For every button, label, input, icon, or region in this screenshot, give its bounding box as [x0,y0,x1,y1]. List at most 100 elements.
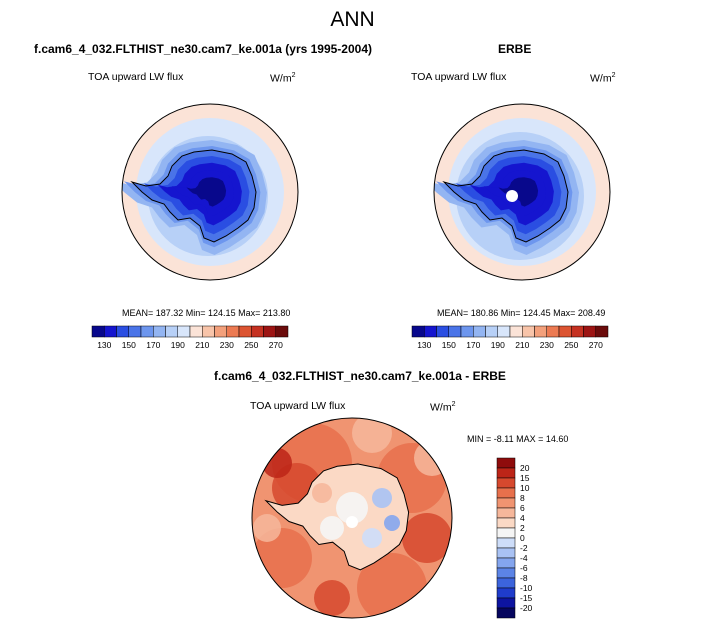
bottom-cb-tick-label-3: 8 [520,493,525,503]
right-units-base: W/m [590,72,612,85]
bottom-cb-tick-label-8: -2 [520,543,528,553]
right-colorbar: 130 150 170 190 210 230 250 270 [411,325,609,350]
left-map-border [121,103,299,281]
bottom-cb-box-9 [496,547,516,559]
bottom-cb-box-1 [496,467,516,479]
right-coastline [442,149,569,243]
right-cb-box-15 [595,325,609,338]
left-variable-label: TOA upward LW flux [88,71,184,83]
bottom-cb-tick-label-5: 4 [520,513,525,523]
left-cb-box-11 [226,325,240,338]
left-cb-box-3 [128,325,142,338]
bottom-cb-tick-label-4: 6 [520,503,525,513]
right-cb-box-8 [509,325,523,338]
left-cb-box-7 [177,325,191,338]
left-map [121,103,299,281]
figure-title: ANN [330,8,375,31]
bottom-cb-box-2 [496,477,516,489]
bottom-panel-title: f.cam6_4_032.FLTHIST_ne30.cam7_ke.001a -… [214,369,506,383]
right-panel-title: ERBE [498,42,532,56]
left-cb-box-12 [238,325,252,338]
right-units-label: W/m2 [590,72,615,85]
right-cb-box-14 [583,325,596,338]
bottom-field-blob-10 [253,514,281,542]
bottom-cb-box-5 [496,507,516,519]
bottom-cb-box-0 [496,457,516,469]
left-cb-box-14 [263,325,276,338]
right-cb-tick-label-0: 130 [417,340,431,350]
bottom-cb-box-3 [496,487,516,499]
bottom-field-land-blob-1 [372,488,392,508]
left-cb-box-0 [91,325,105,338]
bottom-pole-hole [346,516,358,528]
bottom-field-land-blob-4 [312,483,332,503]
bottom-field-blob-5 [402,513,452,563]
right-cb-box-5 [473,325,486,338]
right-pole-hole [506,190,518,202]
left-cb-box-2 [116,325,129,338]
bottom-cb-tick-label-11: -8 [520,573,528,583]
left-cb-box-10 [214,325,227,338]
right-cb-box-6 [485,325,498,338]
left-cb-box-8 [189,325,203,338]
left-panel-title: f.cam6_4_032.FLTHIST_ne30.cam7_ke.001a (… [34,42,372,56]
right-cb-box-12 [558,325,572,338]
bottom-field-blob-6 [314,580,350,616]
right-cb-tick-label-5: 230 [540,340,554,350]
bottom-map-border [251,417,453,619]
bottom-cb-tick-label-2: 10 [520,483,530,493]
left-colorbar: 130 150 170 190 210 230 250 270 [91,325,289,350]
bottom-variable-label: TOA upward LW flux [250,400,346,412]
bottom-field-land-blob-3 [362,528,382,548]
bottom-units-sup: 2 [451,401,456,408]
bottom-cb-tick-label-10: -6 [520,563,528,573]
right-clipped-field [434,104,610,280]
bottom-cb-box-15 [496,607,516,619]
bottom-stats: MIN = -8.11 MAX = 14.60 [467,434,569,444]
left-cb-tick-label-2: 170 [146,340,160,350]
left-stats: MEAN= 187.32 Min= 124.15 Max= 213.80 [122,308,291,318]
left-cb-tick-label-5: 230 [220,340,234,350]
left-cb-box-1 [104,325,117,338]
left-cb-tick-label-1: 150 [122,340,136,350]
bottom-cb-tick-label-13: -15 [520,593,533,603]
bottom-cb-box-11 [496,567,516,579]
bottom-field-land-blob-2 [320,516,344,540]
bottom-units-base: W/m [430,401,452,414]
bottom-cb-box-12 [496,577,516,589]
bottom-field-land-blob-0 [336,492,368,524]
bottom-coastline [264,463,410,571]
right-cb-tick-label-3: 190 [491,340,505,350]
bottom-cb-tick-label-0: 20 [520,463,530,473]
left-cb-box-9 [202,325,215,338]
left-coastline [130,149,257,243]
right-cb-box-1 [424,325,437,338]
bottom-units-label: W/m2 [430,401,455,414]
right-cb-box-2 [436,325,449,338]
right-cb-box-13 [571,325,584,338]
bottom-cb-tick-label-9: -4 [520,553,528,563]
left-cb-box-6 [165,325,178,338]
right-cb-box-10 [534,325,547,338]
bottom-cb-tick-label-1: 15 [520,473,530,483]
right-map-border [433,103,611,281]
bottom-cb-tick-label-6: 2 [520,523,525,533]
left-clipped-field [122,104,298,280]
bottom-field-land-blob-5 [384,515,400,531]
bottom-cb-box-14 [496,597,516,609]
bottom-field-blob-9 [352,418,392,453]
left-cb-box-15 [275,325,289,338]
left-cb-tick-label-0: 130 [97,340,111,350]
bottom-cb-tick-label-14: -20 [520,603,533,613]
right-variable-label: TOA upward LW flux [411,71,507,83]
left-field-contour-6 [186,177,227,207]
left-cb-box-13 [251,325,264,338]
bottom-cb-tick-label-7: 0 [520,533,525,543]
bottom-cb-box-7 [496,527,516,539]
right-cb-box-0 [411,325,425,338]
right-cb-box-7 [497,325,511,338]
right-cb-tick-label-2: 170 [466,340,480,350]
bottom-clipped-field [252,418,452,618]
